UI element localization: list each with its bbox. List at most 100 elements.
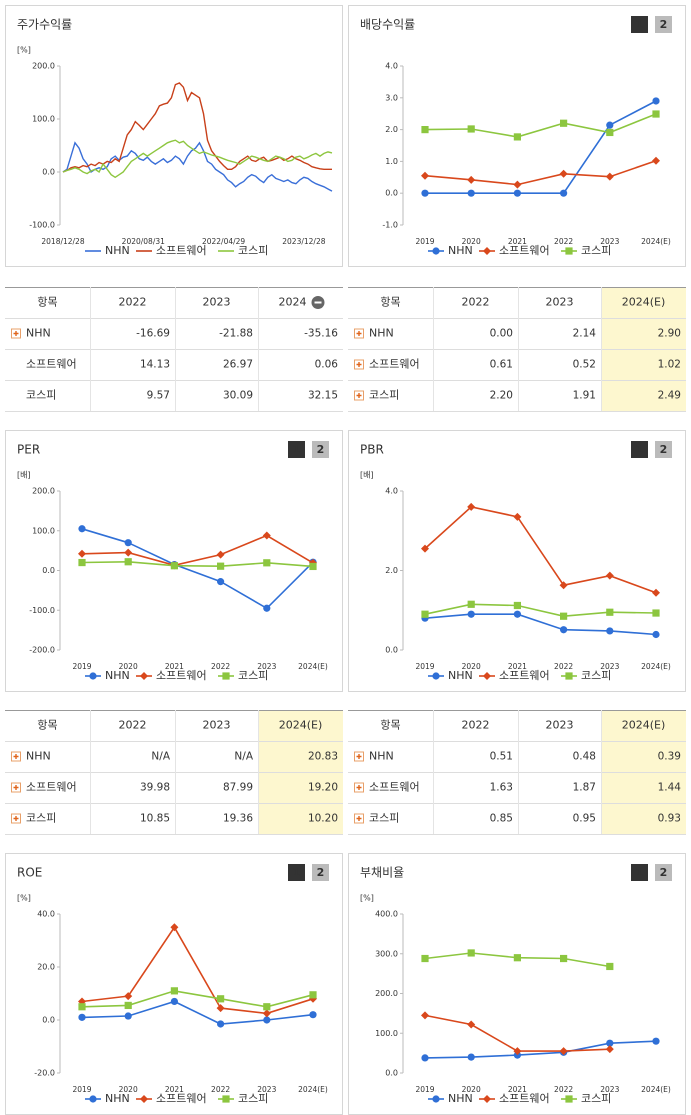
- marker: [170, 997, 178, 1006]
- tab-button-label[interactable]: 1: [636, 18, 644, 31]
- expand-icon-plus[interactable]: [13, 816, 19, 821]
- panel-title: ROE: [17, 866, 42, 880]
- expand-icon-plus[interactable]: [356, 816, 362, 821]
- y-tick-label: 100.0: [375, 1029, 398, 1038]
- marker: [467, 125, 475, 133]
- series-line: [81, 534, 314, 567]
- tab-button[interactable]: [288, 441, 305, 458]
- tab-button-label[interactable]: 1: [293, 443, 301, 456]
- y-unit: [%]: [17, 46, 31, 55]
- y-tick-label: 0.0: [385, 646, 398, 655]
- cell: -16.69: [136, 328, 170, 340]
- y-tick-label: 300.0: [375, 949, 398, 958]
- table-header: 항목: [380, 296, 400, 309]
- x-tick-label: 2020: [462, 1085, 481, 1094]
- cell: 2.49: [658, 390, 681, 402]
- cell: 19.36: [223, 813, 253, 825]
- x-tick-label: 2023: [257, 1085, 276, 1094]
- tab-button[interactable]: [312, 864, 329, 881]
- marker: [606, 627, 614, 635]
- marker: [513, 512, 522, 521]
- table-header: 2022: [119, 296, 147, 309]
- x-tick-label: 2019: [415, 662, 434, 671]
- panel-title: PBR: [360, 443, 384, 457]
- cell: 26.97: [223, 359, 253, 371]
- tab-button[interactable]: [655, 864, 672, 881]
- expand-icon-plus[interactable]: [356, 362, 362, 367]
- cell: 0.00: [490, 328, 513, 340]
- expand-icon-plus[interactable]: [356, 393, 362, 398]
- y-tick-label: -100.0: [29, 606, 55, 615]
- marker: [421, 189, 429, 197]
- expand-icon-plus[interactable]: [13, 754, 19, 759]
- y-tick-label: 3.0: [385, 93, 398, 102]
- marker: [652, 609, 660, 617]
- x-tick-label: 2022: [211, 662, 230, 671]
- x-tick-label: 2019: [415, 237, 434, 246]
- panel: [5, 5, 343, 267]
- legend-label: NHN: [105, 1092, 130, 1105]
- expand-icon-plus[interactable]: [356, 331, 362, 336]
- tab-button[interactable]: [288, 864, 305, 881]
- marker: [309, 562, 317, 571]
- tab-button[interactable]: [631, 441, 648, 458]
- row-label: 소프트웨어: [369, 358, 420, 371]
- marker: [483, 247, 491, 255]
- tab-button-label[interactable]: 1: [636, 443, 644, 456]
- marker: [421, 1011, 429, 1020]
- tab-button[interactable]: [631, 864, 648, 881]
- tab-button[interactable]: [631, 16, 648, 33]
- marker: [89, 672, 97, 680]
- expand-icon-plus[interactable]: [13, 331, 19, 336]
- marker: [217, 578, 225, 586]
- tab-button-label[interactable]: 2: [317, 866, 325, 879]
- tab-button[interactable]: [312, 441, 329, 458]
- tab-button-label[interactable]: 2: [660, 866, 668, 879]
- tab-button-label[interactable]: 2: [317, 443, 325, 456]
- marker: [467, 949, 475, 957]
- x-tick-label: 2018/12/28: [41, 237, 84, 246]
- marker: [421, 610, 429, 618]
- marker: [483, 672, 491, 680]
- row-label: 소프트웨어: [26, 781, 77, 794]
- expand-icon-plus[interactable]: [356, 785, 362, 790]
- marker: [262, 1009, 271, 1018]
- cell: 2.20: [490, 390, 513, 402]
- x-tick-label: 2023: [600, 1085, 619, 1094]
- marker: [513, 601, 521, 610]
- marker: [421, 1054, 429, 1062]
- marker: [124, 1012, 132, 1020]
- y-tick-label: 20.0: [37, 963, 55, 972]
- tab-button[interactable]: [655, 16, 672, 33]
- expand-icon-plus[interactable]: [13, 785, 19, 790]
- panel-title: 주가수익률: [17, 18, 72, 32]
- cell: 39.98: [140, 782, 170, 794]
- marker: [513, 610, 522, 618]
- x-tick-label: 2023: [600, 237, 619, 246]
- legend-label: 소프트웨어: [499, 1092, 550, 1105]
- tab-button-label[interactable]: 2: [660, 443, 668, 456]
- cell: 9.57: [147, 390, 170, 402]
- marker: [309, 1011, 317, 1019]
- tab-button[interactable]: [655, 441, 672, 458]
- y-unit: [%]: [17, 894, 31, 903]
- cell: 1.02: [658, 359, 681, 371]
- marker: [217, 562, 225, 570]
- series-line: [81, 528, 314, 610]
- tab-button-label[interactable]: 1: [636, 866, 644, 879]
- expand-icon-plus[interactable]: [356, 754, 362, 759]
- cell: -21.88: [219, 328, 253, 340]
- cell: N/A: [151, 751, 170, 763]
- legend-label: 소프트웨어: [499, 669, 550, 682]
- cell: 2.14: [573, 328, 597, 340]
- legend-label: 코스피: [238, 1092, 268, 1105]
- cell: 0.39: [658, 751, 681, 763]
- marker: [263, 1016, 271, 1024]
- series-line: [424, 113, 657, 138]
- tab-button-label[interactable]: 1: [293, 866, 301, 879]
- tab-button-label[interactable]: 2: [660, 18, 668, 31]
- marker: [559, 581, 568, 590]
- cell: -35.16: [304, 328, 338, 340]
- series-line: [425, 100, 657, 194]
- marker: [421, 954, 429, 963]
